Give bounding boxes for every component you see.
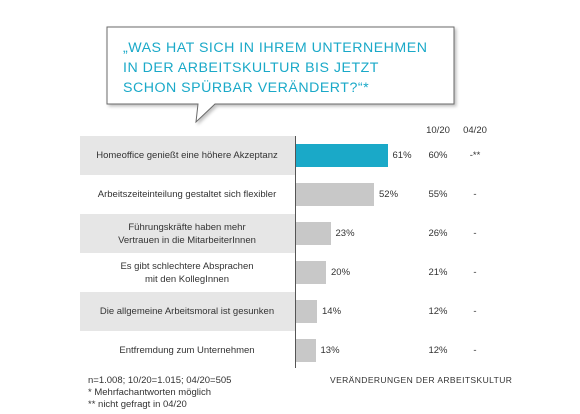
category-label: Führungskräfte haben mehr Vertrauen in di… xyxy=(82,221,292,247)
category-label-line: Entfremdung zum Unternehmen xyxy=(119,345,255,356)
bar xyxy=(296,144,388,167)
column-header-prev: 10/20 xyxy=(426,125,450,136)
bar xyxy=(296,222,331,245)
speech-bubble xyxy=(106,26,455,124)
question-title: „WAS HAT SICH IN IHREM UNTERNEHMEN IN DE… xyxy=(123,40,428,96)
chart-axis xyxy=(295,136,296,368)
category-label: Es gibt schlechtere Absprachen mit den Ko… xyxy=(82,260,292,286)
category-label-line: Führungskräfte haben mehr xyxy=(128,221,246,233)
prev-value-label: 12% xyxy=(428,344,448,356)
category-label-line: Die allgemeine Arbeitsmoral ist gesunken xyxy=(99,306,275,317)
category-label-line: Homeoffice genießt eine höhere Akzeptanz xyxy=(96,150,278,161)
bar xyxy=(296,339,316,362)
bar-value-label: 20% xyxy=(331,266,351,278)
category-label: Die allgemeine Arbeitsmoral ist gesunken xyxy=(82,305,292,318)
category-label-line: Arbeitszeiteinteilung gestaltet sich fle… xyxy=(97,189,277,200)
row-band xyxy=(80,136,295,175)
prev-value-label: 26% xyxy=(428,227,448,239)
bar-value-label: 52% xyxy=(379,188,399,200)
bar xyxy=(296,300,317,323)
bar xyxy=(296,183,374,206)
old-value-label: - xyxy=(473,305,477,317)
sample-note: n=1.008; 10/20=1.015; 04/20=505 xyxy=(88,375,232,386)
row-band xyxy=(80,214,295,253)
old-value-label: - xyxy=(473,344,477,356)
old-value-label: - xyxy=(473,188,477,200)
not-asked-note: ** nicht gefragt in 04/20 xyxy=(88,399,187,410)
category-label-line: Vertrauen in die MitarbeiterInnen xyxy=(118,234,256,246)
category-label: Arbeitszeiteinteilung gestaltet sich fle… xyxy=(82,188,292,201)
category-label-line: mit den KollegInnen xyxy=(145,273,229,285)
column-header-old: 04/20 xyxy=(463,125,487,136)
prev-value-label: 55% xyxy=(428,188,448,200)
multiple-answers-note: * Mehrfachantworten möglich xyxy=(88,387,212,398)
prev-value-label: 12% xyxy=(428,305,448,317)
bar-value-label: 13% xyxy=(320,344,340,356)
bar-value-label: 23% xyxy=(335,227,355,239)
chart-caption: VERÄNDERUNGEN DER ARBEITSKULTUR xyxy=(330,375,513,385)
prev-value-label: 60% xyxy=(428,149,448,161)
bar-value-label: 61% xyxy=(392,149,412,161)
row-band xyxy=(80,292,295,331)
category-label: Homeoffice genießt eine höhere Akzeptanz xyxy=(82,149,292,162)
bar xyxy=(296,261,326,284)
category-label-line: Es gibt schlechtere Absprachen xyxy=(120,260,254,272)
old-value-label: - xyxy=(473,266,477,278)
bar-value-label: 14% xyxy=(322,305,342,317)
category-label: Entfremdung zum Unternehmen xyxy=(82,344,292,357)
old-value-label: - xyxy=(473,227,477,239)
old-value-label: -** xyxy=(469,149,481,161)
prev-value-label: 21% xyxy=(428,266,448,278)
